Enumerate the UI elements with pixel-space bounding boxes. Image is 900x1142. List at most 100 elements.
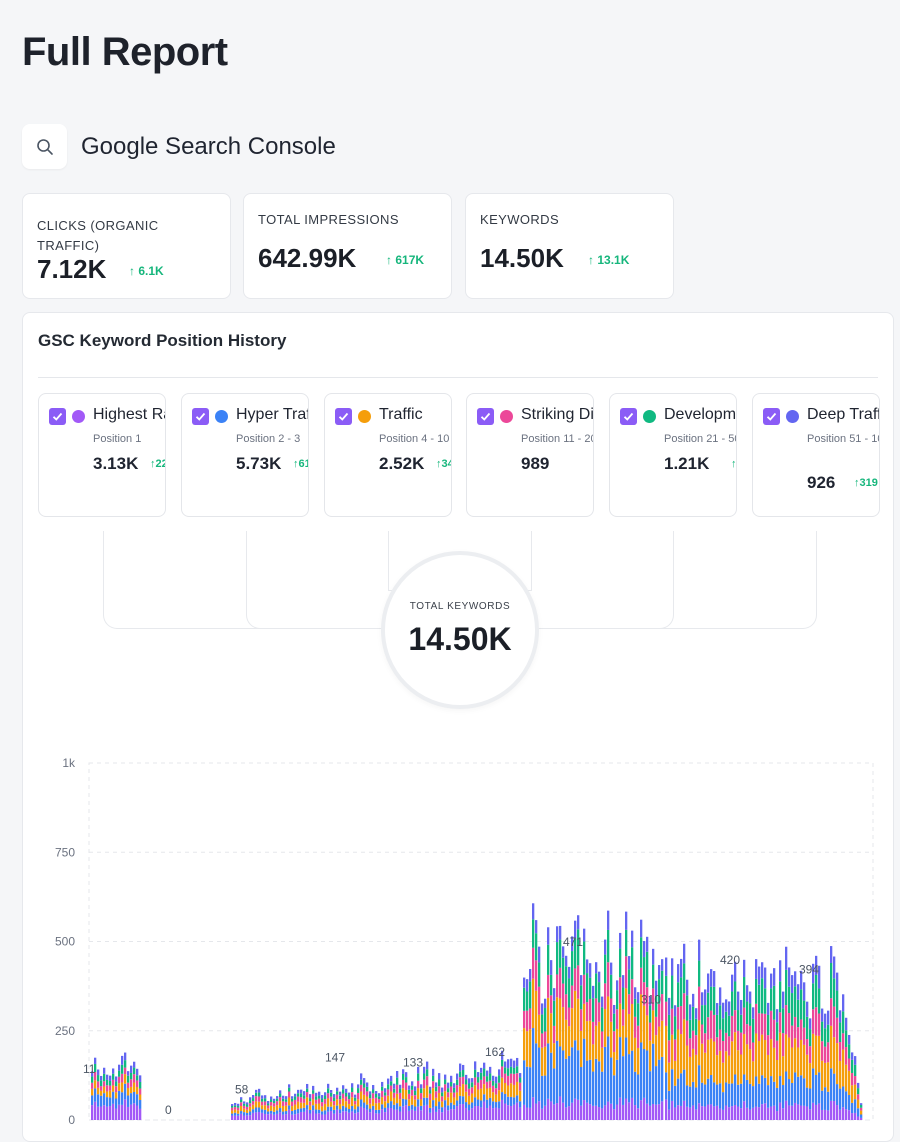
bar-segment[interactable] [133,1067,136,1075]
bar-segment[interactable] [854,1056,857,1065]
bar-segment[interactable] [565,994,568,1020]
bar-segment[interactable] [553,1043,556,1069]
bar-segment[interactable] [773,1081,776,1106]
bar-segment[interactable] [698,939,701,961]
bar-segment[interactable] [504,1067,507,1074]
bar-segment[interactable] [139,1075,142,1082]
bar-segment[interactable] [556,1040,559,1104]
bar-segment[interactable] [399,1106,402,1112]
bar-segment[interactable] [746,1107,749,1120]
bar-segment[interactable] [574,990,577,1041]
bar-segment[interactable] [249,1115,252,1120]
bar-segment[interactable] [631,930,634,948]
bar-segment[interactable] [291,1111,294,1115]
bar-segment[interactable] [507,1068,510,1076]
bar-segment[interactable] [372,1093,375,1099]
bar-segment[interactable] [474,1061,477,1070]
bar-segment[interactable] [432,1107,435,1120]
bar-segment[interactable] [646,1103,649,1120]
bar-segment[interactable] [686,1045,689,1086]
bar-segment[interactable] [860,1103,863,1105]
bar-segment[interactable] [788,1013,791,1038]
bar-segment[interactable] [369,1098,372,1104]
bar-segment[interactable] [378,1093,381,1097]
bar-segment[interactable] [435,1086,438,1092]
bar-segment[interactable] [375,1097,378,1104]
bar-segment[interactable] [354,1097,357,1101]
bar-segment[interactable] [402,1088,405,1099]
bar-segment[interactable] [568,1055,571,1107]
bar-segment[interactable] [393,1088,396,1093]
bar-segment[interactable] [851,1102,854,1114]
bar-segment[interactable] [375,1093,378,1098]
bar-segment[interactable] [237,1107,240,1111]
bar-segment[interactable] [339,1099,342,1105]
bar-segment[interactable] [643,982,646,1006]
bar-segment[interactable] [378,1096,381,1100]
bar-segment[interactable] [234,1107,237,1110]
bar-segment[interactable] [468,1110,471,1120]
bar-segment[interactable] [607,1036,610,1102]
bar-segment[interactable] [833,1037,836,1074]
bar-segment[interactable] [803,1044,806,1079]
bar-segment[interactable] [435,1111,438,1120]
bar-segment[interactable] [812,1009,815,1034]
bar-segment[interactable] [462,1104,465,1120]
bar-segment[interactable] [716,1003,719,1015]
bar-segment[interactable] [523,1028,526,1061]
bar-segment[interactable] [749,1083,752,1110]
bar-segment[interactable] [252,1101,255,1105]
bar-segment[interactable] [797,1076,800,1105]
bar-segment[interactable] [860,1104,863,1108]
bar-segment[interactable] [483,1084,486,1095]
bar-segment[interactable] [285,1096,288,1100]
bar-segment[interactable] [668,997,671,1015]
bar-segment[interactable] [665,1099,668,1120]
bar-segment[interactable] [288,1105,291,1110]
bar-segment[interactable] [420,1105,423,1111]
bar-segment[interactable] [267,1101,270,1104]
bar-segment[interactable] [237,1106,240,1108]
bar-segment[interactable] [544,1008,547,1032]
bar-segment[interactable] [671,958,674,976]
bar-segment[interactable] [390,1085,393,1092]
bar-segment[interactable] [586,973,589,1003]
bar-segment[interactable] [462,1064,465,1070]
bar-segment[interactable] [261,1112,264,1120]
bar-segment[interactable] [701,1043,704,1083]
bar-segment[interactable] [100,1106,103,1120]
bar-segment[interactable] [731,974,734,992]
bar-segment[interactable] [405,1072,408,1078]
bar-segment[interactable] [255,1092,258,1097]
bar-segment[interactable] [255,1096,258,1102]
bar-segment[interactable] [782,1108,785,1120]
bar-segment[interactable] [686,1020,689,1046]
bar-segment[interactable] [577,929,580,966]
bar-segment[interactable] [640,919,643,938]
bar-segment[interactable] [764,1103,767,1120]
bar-segment[interactable] [420,1093,423,1100]
bar-segment[interactable] [788,1105,791,1120]
bar-segment[interactable] [559,925,562,940]
bar-segment[interactable] [649,1105,652,1120]
bar-segment[interactable] [640,937,643,968]
bar-segment[interactable] [758,966,761,985]
bar-segment[interactable] [860,1114,863,1118]
bar-segment[interactable] [646,1050,649,1104]
bar-segment[interactable] [426,1104,429,1120]
bar-segment[interactable] [243,1105,246,1109]
bar-segment[interactable] [767,1035,770,1055]
bar-segment[interactable] [592,1044,595,1072]
bar-segment[interactable] [255,1107,258,1113]
bar-segment[interactable] [595,973,598,999]
bar-segment[interactable] [845,1046,848,1065]
bar-segment[interactable] [526,1031,529,1067]
bar-segment[interactable] [309,1094,312,1099]
bar-segment[interactable] [589,998,592,1021]
bar-segment[interactable] [399,1092,402,1100]
bar-segment[interactable] [689,1107,692,1120]
bar-segment[interactable] [541,1033,544,1048]
bar-segment[interactable] [643,1049,646,1098]
bar-segment[interactable] [613,1052,616,1076]
bar-segment[interactable] [628,1054,631,1103]
